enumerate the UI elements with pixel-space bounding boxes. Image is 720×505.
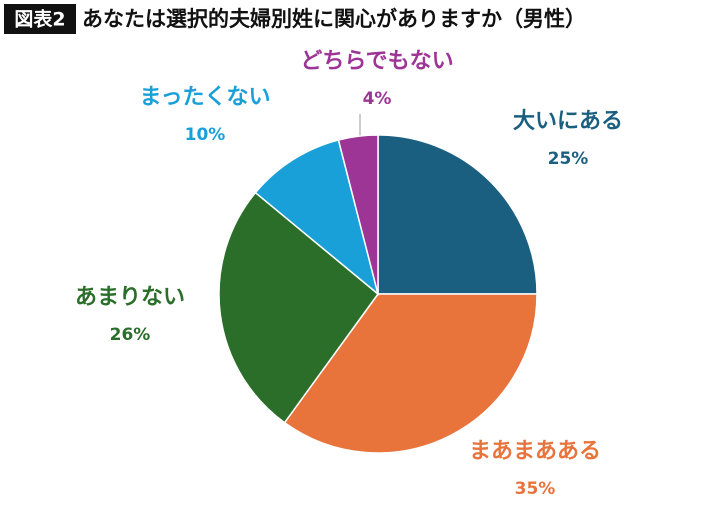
pie-slice: [254, 139, 380, 297]
slice-label: まったくない: [139, 85, 270, 110]
value-label: 35%: [515, 479, 556, 499]
value-label: 10%: [185, 125, 226, 145]
slice-label: どちらでもない: [300, 49, 453, 74]
pie-slice: [377, 134, 538, 295]
slice-label: 大いにある: [513, 109, 623, 134]
slice-label: あまりない: [75, 285, 185, 310]
value-label: 25%: [548, 149, 589, 169]
badge: 図表2: [14, 8, 65, 31]
value-label: 26%: [110, 325, 151, 345]
slice-label: まあまあある: [469, 439, 601, 464]
badge-box: [4, 4, 76, 34]
pie-slice: [337, 134, 379, 295]
value-label: 4%: [363, 89, 392, 109]
chart-title: あなたは選択的夫婦別姓に関心がありますか（男性）: [82, 7, 586, 31]
pie-slice: [218, 191, 380, 424]
pie-slice: [283, 293, 538, 454]
